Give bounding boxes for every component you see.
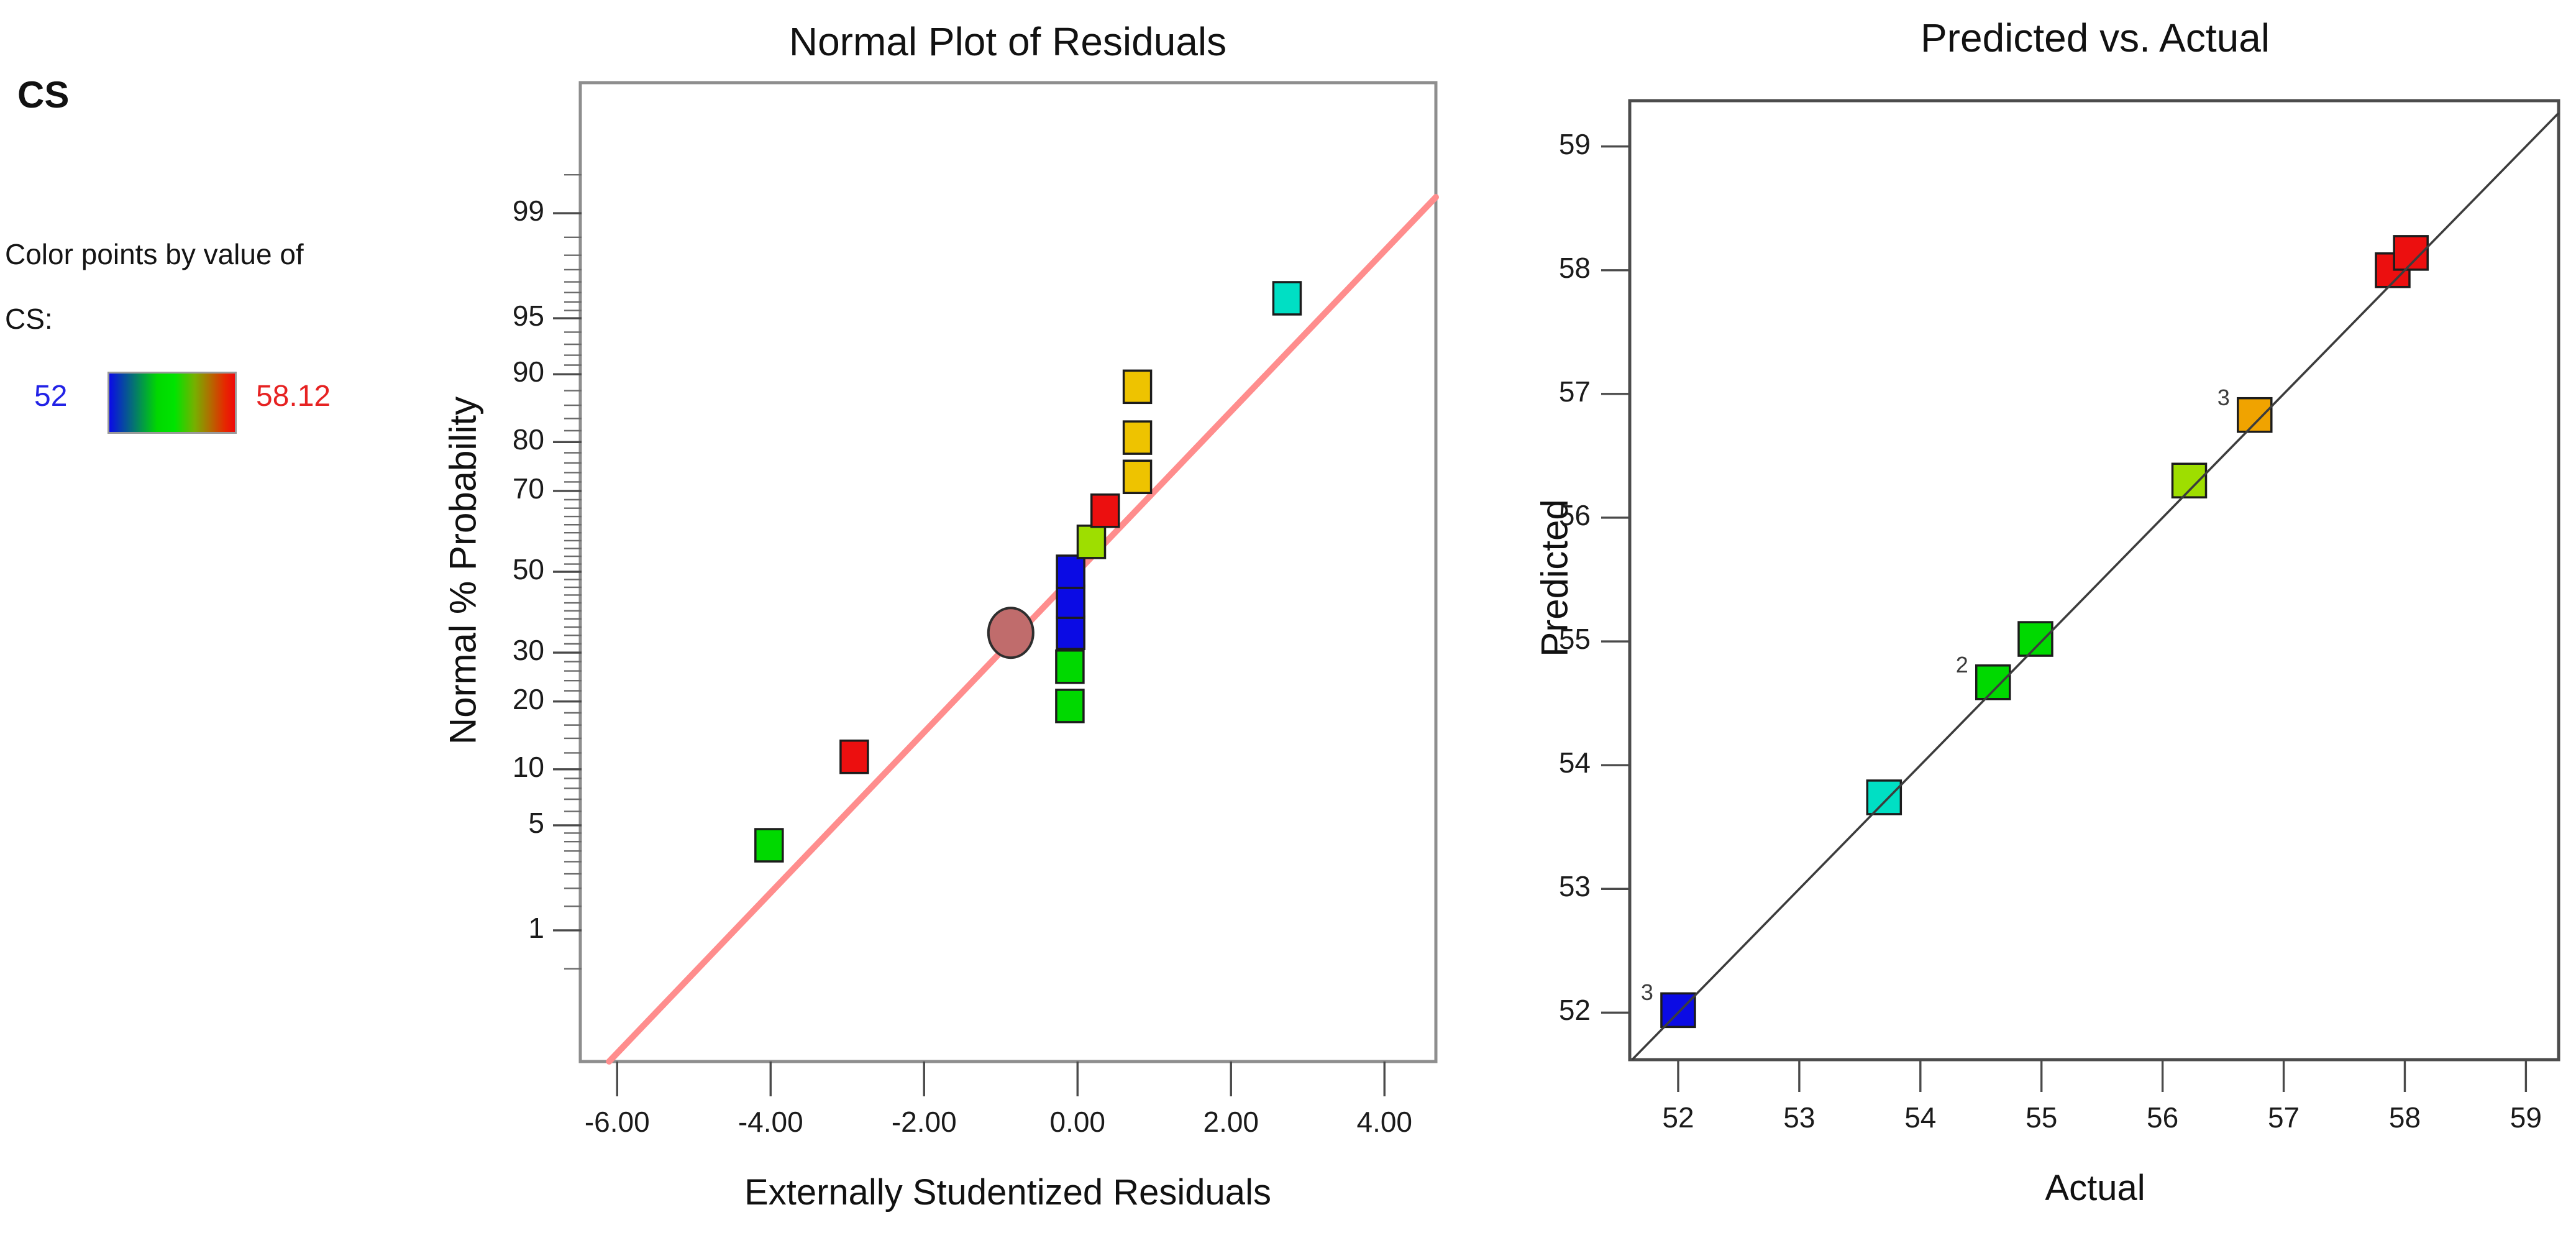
legend-max-value: 58.12 [256,380,331,413]
left-y-tick-label: 1 [528,911,544,944]
left-y-tick-label: 80 [512,423,544,456]
left-x-tick-label: -4.00 [738,1106,803,1138]
predicted-vs-actual-point[interactable] [1975,664,2011,700]
left-chart-x-axis-label: Externally Studentized Residuals [744,1172,1271,1213]
residual-point[interactable] [1055,649,1085,684]
right-y-tick-label: 53 [1558,870,1591,903]
right-y-tick-label: 59 [1558,127,1591,160]
residual-point[interactable] [1122,420,1153,455]
residual-point[interactable] [1056,615,1085,650]
right-y-tick-label: 56 [1558,498,1591,531]
predicted-vs-actual-point[interactable] [2017,621,2053,657]
right-x-tick-label: 56 [2147,1101,2179,1134]
highlighted-point[interactable] [987,607,1035,659]
residual-point[interactable] [1122,369,1153,405]
left-x-tick-label: 2.00 [1203,1106,1259,1138]
predicted-vs-actual-point[interactable] [2237,397,2273,433]
predicted-vs-actual-point[interactable] [1866,779,1902,815]
left-y-tick-label: 99 [512,195,544,227]
right-x-tick-label: 57 [2267,1101,2300,1134]
residual-point[interactable] [1056,584,1085,619]
left-y-tick-label: 30 [512,634,544,667]
right-y-tick-label: 52 [1558,994,1591,1027]
right-y-tick-label: 57 [1558,375,1591,408]
overlap-count-label: 2 [1955,651,1968,677]
right-x-tick-label: 52 [1662,1101,1694,1134]
overlap-count-label: 3 [2217,384,2230,410]
left-y-tick-label: 70 [512,472,544,505]
predicted-vs-actual-point[interactable] [2171,462,2208,498]
right-chart-title: Predicted vs. Actual [1920,16,2270,60]
residual-point[interactable] [1055,689,1085,723]
residual-point[interactable] [1076,525,1107,559]
predicted-vs-actual-point[interactable] [1660,992,1696,1029]
right-y-tick-label: 58 [1558,251,1591,284]
residual-point[interactable] [1122,459,1153,495]
left-y-tick-label: 95 [512,300,544,333]
right-y-tick-label: 55 [1558,623,1591,656]
left-y-tick-label: 10 [512,750,544,783]
left-y-tick-label: 5 [528,806,544,839]
left-y-tick-label: 50 [512,553,544,585]
residual-point[interactable] [839,739,869,774]
residual-point[interactable] [1056,554,1085,589]
right-chart-x-axis-label: Actual [2045,1168,2145,1208]
right-x-tick-label: 58 [2388,1101,2421,1134]
right-y-tick-label: 54 [1558,746,1591,779]
right-x-tick-label: 53 [1783,1101,1816,1134]
legend-title: CS [17,74,70,116]
left-x-tick-label: -6.00 [584,1106,650,1138]
right-x-tick-label: 59 [2510,1101,2542,1134]
legend-min-value: 52 [34,380,68,413]
legend-caption-line2: CS: [5,303,53,335]
residual-point[interactable] [1090,493,1120,528]
left-x-tick-label: 4.00 [1356,1106,1413,1138]
left-x-tick-label: 0.00 [1049,1106,1106,1138]
left-y-tick-label: 90 [512,355,544,388]
right-x-tick-label: 55 [2026,1101,2058,1134]
left-chart-title: Normal Plot of Residuals [788,19,1227,64]
right-x-tick-label: 54 [1904,1101,1937,1134]
left-y-tick-label: 20 [512,682,544,715]
residual-point[interactable] [754,828,784,863]
overlap-count-label: 3 [1640,979,1653,1006]
residual-point[interactable] [1272,281,1302,316]
left-x-tick-label: -2.00 [891,1106,957,1138]
legend-caption-line1: Color points by value of [5,238,304,270]
color-gradient-bar [107,372,237,434]
